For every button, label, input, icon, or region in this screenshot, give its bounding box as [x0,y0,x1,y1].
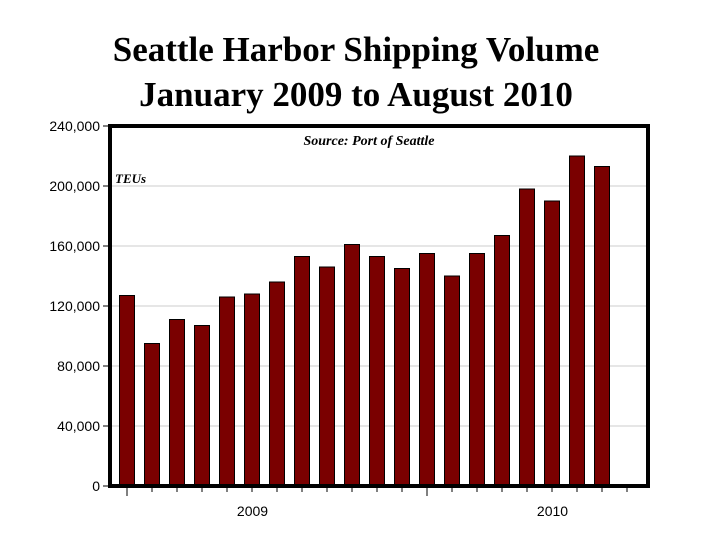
x-year-label: 2010 [537,503,568,519]
bar [169,319,185,487]
y-tick-label: 200,000 [49,178,100,194]
bar [594,166,610,487]
bar [419,253,435,487]
y-axis: 0 40,000 80,000 120,000 160,000 200,000 240,00… [49,118,110,494]
chart-subtitle: January 2009 to August 2010 [139,75,573,114]
y-tick-label: 0 [92,478,100,494]
unit-label: TEUs [115,171,146,186]
bar [369,256,385,487]
x-axis: 2009 2010 [126,488,628,519]
bar [119,295,135,487]
chart-title: Seattle Harbor Shipping Volume [112,30,600,69]
bar [544,200,560,487]
bar [394,268,410,487]
y-tick-label: 120,000 [49,298,100,314]
bar [194,325,210,487]
bar [444,275,460,487]
x-year-label: 2009 [237,503,268,519]
bar [269,281,285,487]
bar [144,343,160,487]
bar [244,293,260,487]
y-tick-label: 80,000 [57,358,100,374]
bar [519,188,535,487]
source-label: Source: Port of Seattle [303,134,434,149]
y-tick-label: 160,000 [49,238,100,254]
bar [469,253,485,487]
bar [319,266,335,487]
y-tick-label: 40,000 [57,418,100,434]
bar [569,155,585,487]
bar [344,244,360,487]
bars [119,155,610,487]
bar [294,256,310,487]
y-tick-label: 240,000 [49,118,100,134]
bar [494,235,510,487]
bar [219,296,235,487]
